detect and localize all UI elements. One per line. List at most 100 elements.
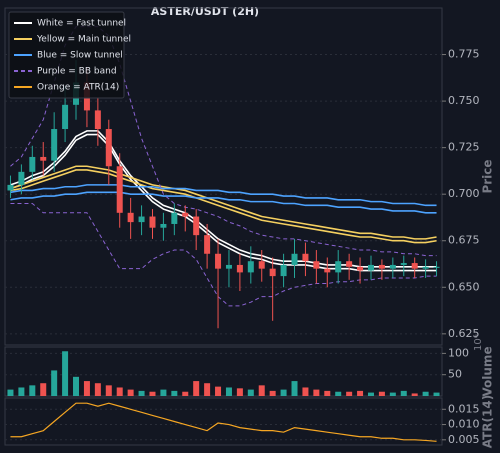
candle-body xyxy=(138,216,145,223)
y-tick-label: 0.775 xyxy=(448,48,480,61)
band-line xyxy=(10,133,437,272)
volume-bar xyxy=(346,391,353,396)
candle-body xyxy=(62,104,69,130)
candle-body xyxy=(313,261,320,269)
volume-bar xyxy=(378,391,385,396)
volume-bar xyxy=(204,383,211,396)
legend-label: Yellow = Main tunnel xyxy=(36,35,131,45)
candle-body xyxy=(149,216,156,228)
candle-body xyxy=(258,261,265,269)
panel-frame xyxy=(4,7,443,346)
candle-body xyxy=(215,253,222,269)
volume-bar xyxy=(236,388,243,396)
y-tick-label: 50 xyxy=(448,368,462,381)
candle-body xyxy=(160,223,167,228)
volume-bar xyxy=(73,376,80,396)
axis-offset: 10⁶ xyxy=(473,334,484,351)
candle-body xyxy=(236,264,243,273)
candle-body xyxy=(193,216,200,236)
chart-title: ASTER/USDT (2H) xyxy=(151,5,259,18)
panel-frame xyxy=(4,346,443,397)
volume-bar xyxy=(400,390,407,396)
volume-bar xyxy=(215,386,222,396)
volume-bar xyxy=(247,389,254,396)
volume-bar xyxy=(62,351,69,396)
volume-bar xyxy=(193,381,200,396)
candle-body xyxy=(357,266,364,271)
volume-bar xyxy=(225,387,232,396)
candle-body xyxy=(40,156,47,161)
legend-label: White = Fast tunnel xyxy=(37,19,126,29)
y-tick-label: 0.650 xyxy=(448,280,480,293)
volume-bar xyxy=(302,387,309,396)
band-line xyxy=(10,202,437,307)
band-line xyxy=(10,130,437,268)
band-line xyxy=(10,169,437,244)
legend-label: Orange = ATR(14) xyxy=(37,83,119,93)
volume-bar xyxy=(411,393,418,396)
candle-body xyxy=(346,261,353,267)
volume-bar xyxy=(160,389,167,396)
candle-body xyxy=(116,166,123,213)
candle-body xyxy=(411,263,418,269)
candle-body xyxy=(51,129,58,161)
candle-body xyxy=(204,235,211,254)
volume-bar xyxy=(149,391,156,396)
volume-bar xyxy=(291,381,298,396)
volume-bar xyxy=(182,391,189,396)
volume-bar xyxy=(40,383,47,396)
volume-bar xyxy=(116,387,123,396)
volume-bar xyxy=(171,390,178,396)
candle-body xyxy=(400,263,407,265)
candle-body xyxy=(367,264,374,271)
y-axis-label: ATR(14) xyxy=(481,395,495,448)
candle-body xyxy=(18,171,25,185)
volume-bar xyxy=(313,389,320,396)
candle-body xyxy=(269,268,276,277)
candle-body xyxy=(302,253,309,262)
volume-bar xyxy=(7,389,14,396)
atr-line xyxy=(10,402,437,442)
volume-bar xyxy=(422,391,429,396)
candle-body xyxy=(7,184,14,191)
candle-body xyxy=(105,129,112,167)
volume-bar xyxy=(367,392,374,396)
legend-label: Blue = Slow tunnel xyxy=(37,51,123,61)
panel-frame xyxy=(4,397,443,446)
candle-body xyxy=(389,264,396,269)
volume-bar xyxy=(138,390,145,396)
band-line xyxy=(10,184,437,207)
y-tick-label: 100 xyxy=(448,346,469,359)
volume-bar xyxy=(324,390,331,396)
volume-bar xyxy=(29,385,36,396)
volume-bar xyxy=(357,390,364,396)
candle-body xyxy=(324,268,331,273)
candle-body xyxy=(182,212,189,217)
legend-label: Purple = BB band xyxy=(37,67,117,77)
volume-bar xyxy=(105,385,112,396)
candle-body xyxy=(280,264,287,277)
y-tick-label: 0.750 xyxy=(448,94,480,107)
candle-body xyxy=(335,261,342,273)
y-tick-label: 0.625 xyxy=(448,327,480,340)
candle-body xyxy=(247,261,254,273)
candle-body xyxy=(422,266,429,269)
volume-bar xyxy=(51,370,58,396)
candle-body xyxy=(378,264,385,269)
candle-body xyxy=(171,212,178,224)
y-tick-label: 0.700 xyxy=(448,187,480,200)
y-axis-label: Volume xyxy=(481,346,495,396)
candle-body xyxy=(291,253,298,265)
volume-bar xyxy=(335,391,342,396)
volume-bar xyxy=(269,390,276,396)
volume-bar xyxy=(127,389,134,396)
y-tick-label: 0.015 xyxy=(448,402,480,415)
volume-bar xyxy=(18,387,25,396)
candle-body xyxy=(433,266,440,268)
volume-bar xyxy=(83,381,90,396)
y-tick-label: 0.010 xyxy=(448,418,480,431)
candle-body xyxy=(29,156,36,172)
band-line xyxy=(10,191,437,214)
legend-box xyxy=(8,11,125,99)
